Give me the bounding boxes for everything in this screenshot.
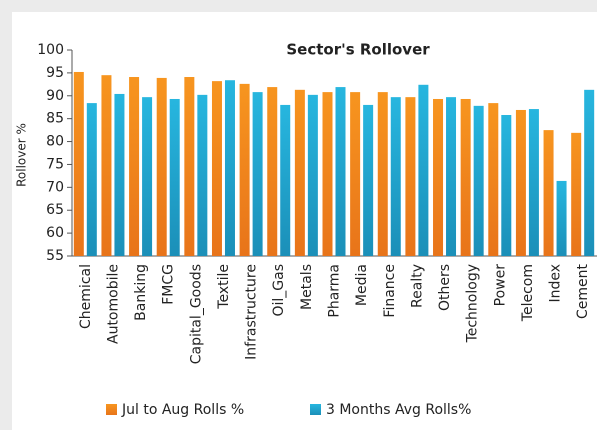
bar	[129, 77, 140, 257]
bar	[335, 87, 346, 256]
bar	[156, 77, 167, 257]
x-tick-label: Technology	[465, 264, 481, 343]
bar	[114, 93, 125, 257]
x-tick-label: Infrastructure	[244, 264, 260, 360]
legend-swatch	[106, 404, 117, 415]
bar	[584, 89, 595, 257]
bar	[363, 104, 374, 256]
bar	[280, 104, 291, 256]
legend-label: Jul to Aug Rolls %	[121, 402, 244, 418]
y-tick-label: 55	[46, 248, 64, 264]
x-tick-label: Realty	[409, 264, 425, 308]
bar	[169, 98, 180, 256]
bar	[86, 103, 97, 256]
x-tick-label: Finance	[382, 264, 398, 318]
bar	[433, 98, 444, 256]
bar	[142, 97, 153, 256]
x-tick-label: Pharma	[327, 264, 343, 318]
bar	[390, 97, 401, 256]
y-tick-label: 95	[46, 65, 64, 81]
bar	[556, 180, 567, 256]
bar	[73, 71, 84, 257]
y-tick-label: 80	[46, 134, 64, 150]
bar	[197, 94, 208, 257]
bar	[418, 84, 429, 257]
y-tick-label: 90	[46, 88, 64, 104]
chart-title: Sector's Rollover	[286, 41, 430, 59]
x-tick-label: Power	[492, 264, 508, 307]
legend-label: 3 Months Avg Rolls%	[326, 402, 471, 418]
x-tick-label: Oil_Gas	[271, 264, 287, 317]
x-tick-label: Cement	[575, 264, 591, 320]
x-tick-label: Capital_Goods	[188, 264, 204, 364]
bar	[377, 92, 388, 256]
bar	[446, 97, 457, 256]
bar	[350, 92, 361, 256]
x-tick-label: Telecom	[520, 264, 536, 322]
x-tick-label: Automobile	[105, 264, 121, 344]
bar	[460, 98, 471, 256]
x-tick-label: Index	[548, 264, 564, 303]
y-tick-label: 85	[46, 111, 64, 127]
y-tick-label: 70	[46, 179, 64, 195]
x-tick-label: FMCG	[161, 264, 177, 305]
x-tick-label: Others	[437, 264, 453, 311]
bar	[528, 109, 539, 256]
bar	[267, 87, 278, 256]
bar	[239, 83, 250, 257]
x-tick-label: Chemical	[78, 264, 94, 329]
bar	[473, 105, 484, 256]
legend-swatch	[310, 404, 321, 415]
bar	[488, 103, 499, 256]
x-tick-label: Metals	[299, 264, 315, 310]
y-tick-label: 65	[46, 202, 64, 218]
bar	[501, 115, 512, 256]
bar	[252, 92, 263, 256]
y-tick-label: 75	[46, 156, 64, 172]
bar	[571, 132, 582, 256]
bar	[211, 81, 222, 256]
bar	[515, 109, 526, 256]
y-tick-label: 100	[37, 42, 64, 58]
bar	[294, 89, 305, 257]
x-tick-label: Banking	[133, 264, 149, 321]
x-tick-label: Textile	[216, 264, 232, 310]
bar	[224, 80, 235, 256]
y-axis-label: Rollover %	[15, 123, 29, 187]
bar	[101, 75, 112, 256]
bar	[322, 92, 333, 256]
bar	[405, 97, 416, 256]
bar	[543, 130, 554, 256]
bar	[307, 94, 318, 257]
x-tick-label: Media	[354, 264, 370, 306]
bar	[184, 77, 195, 257]
y-tick-label: 60	[46, 225, 64, 241]
